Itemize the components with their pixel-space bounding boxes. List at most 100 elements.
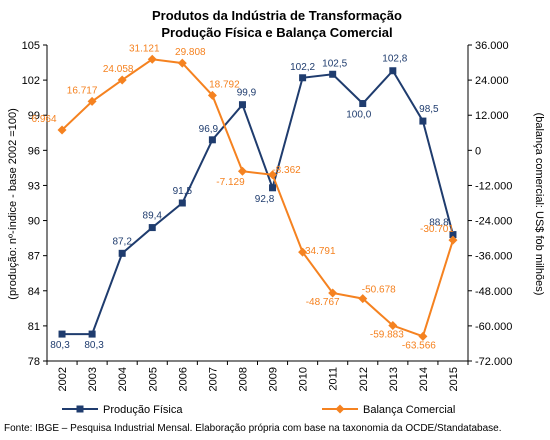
chart-subtitle: Produção Física e Balança Comercial — [161, 25, 392, 40]
y-left-tick-label: 99 — [28, 110, 40, 122]
x-tick-label: 2012 — [358, 367, 370, 391]
y-right-tick-label: -12.000 — [475, 180, 512, 192]
y-left-tick-label: 84 — [28, 286, 40, 298]
y-left-axis-label: (produção: nº-índice - base 2002 =100) — [7, 108, 19, 299]
point-balanca — [268, 170, 278, 180]
plot-marks: 80,3 80,3 87,2 89,4 91,5 96,9 99,9 92,8 102,2 102… — [32, 43, 458, 351]
point-balanca — [87, 96, 97, 106]
data-label-balanca: 18.792 — [209, 79, 240, 90]
legend: Produção Física Balança Comercial — [62, 404, 455, 416]
data-label-producao: 100,0 — [346, 110, 371, 121]
y-left-tick-label: 102 — [22, 75, 40, 87]
point-balanca — [388, 321, 398, 331]
series-line-producao — [62, 69, 454, 336]
data-label-producao: 80,3 — [50, 340, 70, 351]
x-tick-label: 2002 — [57, 367, 69, 391]
x-tick-label: 2010 — [298, 367, 310, 391]
point-producao — [238, 101, 246, 109]
point-producao — [118, 249, 126, 257]
y-left-tick-label: 90 — [28, 216, 40, 228]
x-tick-label: 2015 — [448, 367, 460, 391]
data-label-balanca: -63.566 — [402, 340, 436, 351]
y-left-tick-label: 81 — [28, 321, 40, 333]
data-label-balanca: 6.964 — [32, 114, 57, 125]
y-right-tick-label: 12.000 — [475, 110, 509, 122]
x-tick-label: 2003 — [87, 367, 99, 391]
data-label-balanca: -7.129 — [216, 177, 245, 188]
data-label-producao: 87,2 — [112, 236, 132, 247]
point-producao — [269, 184, 277, 192]
point-balanca — [147, 54, 157, 64]
chart-title: Produtos da Indústria de Transformação — [152, 8, 402, 23]
data-label-balanca: 24.058 — [103, 64, 134, 75]
data-label-producao: 102,2 — [290, 62, 315, 73]
series-line-balanca — [61, 58, 454, 338]
data-label-producao: 91,5 — [173, 186, 193, 197]
y-left-tick-label: 87 — [28, 251, 40, 263]
x-tick-label: 2006 — [177, 367, 189, 391]
y-right-tick-label: 36.000 — [475, 40, 509, 52]
y-left-tick-label: 78 — [28, 356, 40, 368]
data-label-producao: 88,8 — [429, 218, 449, 229]
point-producao — [58, 330, 66, 338]
data-label-balanca: -48.767 — [306, 297, 340, 308]
data-label-balanca: 31.121 — [129, 43, 160, 54]
x-tick-label: 2014 — [418, 367, 430, 391]
data-label-balanca: -8.362 — [272, 165, 301, 176]
y-right-tick-label: -48.000 — [475, 286, 512, 298]
point-balanca — [177, 58, 187, 68]
data-label-balanca: 29.808 — [175, 47, 206, 58]
y-right-tick-label: -36.000 — [475, 251, 512, 263]
source-note: Fonte: IBGE – Pesquisa Industrial Mensal… — [4, 423, 502, 434]
data-label-producao: 80,3 — [84, 340, 104, 351]
point-producao — [359, 100, 367, 108]
point-producao — [208, 136, 216, 144]
y-left-tick-label: 105 — [22, 40, 40, 52]
point-balanca — [57, 125, 67, 135]
x-tick-label: 2011 — [328, 367, 340, 391]
legend-marker-diamond-icon — [335, 404, 345, 414]
y-right-tick-label: -24.000 — [475, 216, 512, 228]
y-left-tick-label: 96 — [28, 145, 40, 157]
y-left-tick-label: 93 — [28, 180, 40, 192]
x-tick-label: 2004 — [117, 367, 129, 391]
y-right-tick-label: 24.000 — [475, 75, 509, 87]
x-tick-label: 2008 — [237, 367, 249, 391]
data-label-producao: 89,4 — [143, 211, 163, 222]
point-balanca — [207, 90, 217, 100]
point-balanca — [418, 331, 428, 341]
x-tick-label: 2005 — [147, 367, 159, 391]
data-label-balanca: -34.791 — [302, 246, 336, 257]
plot-axes: 78 81 84 87 90 93 96 99 102 105 -72.000 -60.000 -48.… — [22, 40, 513, 391]
legend-label-balanca: Balança Comercial — [363, 404, 455, 416]
y-right-tick-label: 0 — [475, 145, 481, 157]
y-right-tick-label: -72.000 — [475, 356, 512, 368]
data-label-producao: 96,9 — [199, 124, 219, 135]
point-producao — [449, 231, 457, 239]
data-label-producao: 98,5 — [419, 104, 439, 115]
point-producao — [178, 199, 186, 207]
data-label-balanca: -50.678 — [362, 285, 396, 296]
legend-label-producao: Produção Física — [103, 404, 183, 416]
x-tick-label: 2007 — [207, 367, 219, 391]
point-producao — [148, 224, 156, 232]
y-right-tick-label: -60.000 — [475, 321, 512, 333]
point-balanca — [328, 288, 338, 298]
y-right-axis-label: (balança comercial: US$ fob milhões) — [533, 113, 545, 296]
data-label-balanca: -30.701 — [420, 224, 454, 235]
point-balanca — [237, 166, 247, 176]
point-balanca — [358, 294, 368, 304]
point-producao — [299, 74, 307, 82]
data-label-balanca: -59.883 — [370, 330, 404, 341]
point-producao — [329, 70, 337, 78]
legend-marker-square-icon — [76, 405, 84, 413]
x-tick-label: 2013 — [388, 367, 400, 391]
point-balanca — [448, 235, 458, 245]
point-producao — [389, 67, 397, 75]
x-tick-label: 2009 — [268, 367, 280, 391]
point-balanca — [117, 75, 127, 85]
data-label-producao: 99,9 — [237, 88, 257, 99]
data-label-balanca: 16.717 — [67, 85, 98, 96]
point-producao — [419, 117, 427, 125]
